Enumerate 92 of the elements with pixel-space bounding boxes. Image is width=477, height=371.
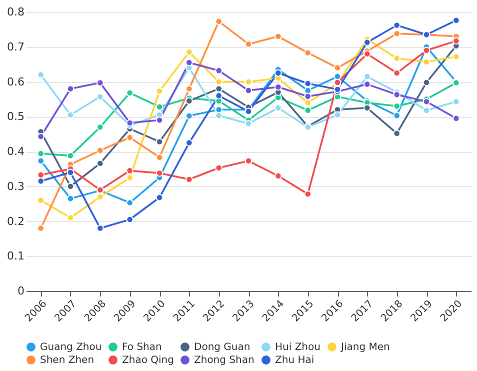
point [126,199,134,206]
point [215,66,222,74]
point [364,80,371,88]
point [215,92,222,100]
point [66,152,74,160]
point [156,103,164,111]
point [186,112,193,120]
point [244,120,252,128]
y-tick-label: 0.7 [7,40,24,54]
point [37,157,44,165]
point [334,64,342,72]
point [37,150,44,158]
y-tick-label: 0.1 [7,250,24,263]
point [364,50,371,58]
point [186,58,193,66]
point [126,134,134,142]
legend-label: Guang Zhou [40,342,102,353]
point [126,89,134,97]
point [126,167,134,174]
point [215,18,222,26]
point [126,119,134,127]
point [304,99,312,106]
point [364,104,371,112]
y-tick-label: 0.5 [7,110,24,124]
point [37,132,44,140]
y-tick-label: 0.8 [7,6,24,18]
point [274,32,282,40]
point [334,111,342,119]
y-tick-label: 0 [18,284,24,298]
point [364,72,371,80]
point [304,190,312,198]
point [364,38,371,46]
y-tick-label: 0.6 [7,75,24,88]
point [393,102,400,110]
point [215,112,222,120]
point [96,224,104,232]
point [274,83,282,91]
point [186,85,193,92]
point [393,69,400,77]
point [393,112,400,120]
y-tick-label: 0.4 [7,145,24,158]
point [422,46,430,54]
point [66,194,74,202]
point [66,168,74,176]
legend-label: Fo Shan [122,342,162,353]
point [304,49,312,56]
point [244,157,252,165]
point [422,98,430,106]
point [37,196,44,204]
legend-label: Zhu Hai [275,355,314,366]
point [215,85,222,92]
point [96,93,104,100]
legend-label: Jiang Men [340,342,390,353]
point [156,194,164,202]
legend-label: Hui Zhou [275,342,320,353]
legend-label: Dong Guan [194,342,250,353]
y-tick-label: 0.2 [7,214,24,228]
point [186,139,193,146]
point [37,71,44,78]
point [37,224,44,232]
point [274,69,282,77]
point [244,86,252,94]
point [304,80,312,88]
point [156,88,164,95]
point [244,40,252,48]
point [66,214,74,222]
point [96,146,104,154]
point [66,85,74,92]
point [452,37,460,45]
point [66,111,74,119]
legend-label: Zhao Qing [122,355,174,366]
point [393,22,400,29]
point [186,97,193,105]
point [334,72,342,80]
point [215,78,222,86]
point [156,116,164,124]
point [96,160,104,168]
point [393,91,400,98]
legend-label: Zhong Shan [194,355,254,366]
point [274,172,282,180]
point [96,123,104,131]
point [274,104,282,112]
point [126,174,134,182]
point [244,78,252,86]
point [96,79,104,86]
point [126,216,134,224]
y-tick-label: 0.3 [7,180,24,193]
point [96,193,104,200]
point [156,154,164,162]
point [156,138,164,146]
legend-label: Shen Zhen [40,355,94,366]
point [422,78,430,86]
